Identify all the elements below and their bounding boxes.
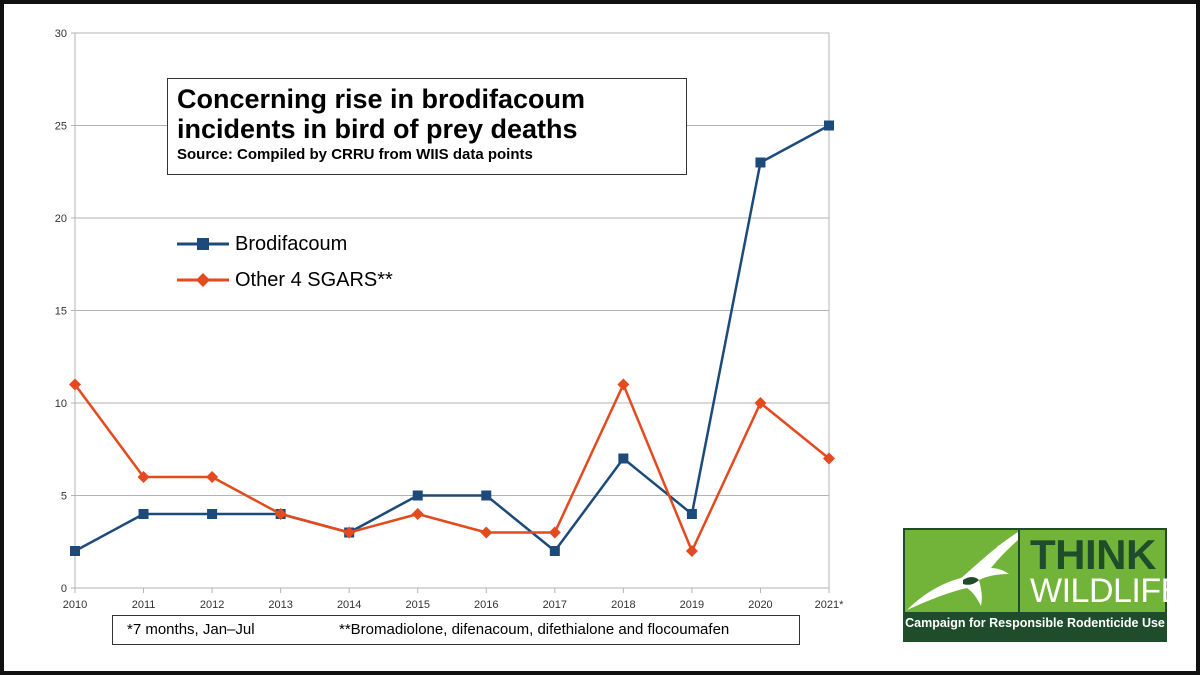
data-point-brodifacoum-11: [824, 120, 834, 131]
data-point-brodifacoum-5: [412, 490, 423, 501]
square-marker-icon: [177, 238, 229, 250]
data-point-other-sgars-6: [480, 526, 493, 539]
y-tick-label-30: 30: [55, 28, 67, 40]
x-tick-label-9: 2019: [680, 599, 704, 611]
data-point-other-sgars-2: [206, 471, 219, 483]
x-tick-label-8: 2018: [611, 599, 635, 611]
footnote-sgars-list: **Bromadiolone, difenacoum, difethialone…: [339, 621, 730, 638]
data-point-other-sgars-10: [754, 397, 767, 409]
data-point-other-sgars-1: [137, 471, 150, 483]
y-tick-label-15: 15: [55, 306, 67, 318]
x-tick-label-1: 2011: [132, 599, 156, 611]
axes: [71, 32, 830, 593]
x-tick-label-2: 2012: [200, 599, 224, 611]
data-point-brodifacoum-10: [755, 157, 766, 168]
footnote-box: *7 months, Jan–Jul **Bromadiolone, difen…: [112, 615, 800, 645]
series-line-other-sgars: [73, 383, 830, 553]
x-tick-label-5: 2015: [405, 599, 429, 611]
data-point-brodifacoum-6: [481, 490, 492, 501]
x-tick-label-11: 2021*: [815, 599, 844, 611]
chart-subtitle: Source: Compiled by CRRU from WIIS data …: [177, 146, 533, 163]
tick-labels: 0 5 10 15 20 25 30 2010 2011 2012 2013 2014 2015 2016…: [55, 28, 844, 611]
series-line-brodifacoum: [74, 124, 830, 553]
y-tick-label-20: 20: [55, 213, 67, 225]
diamond-marker-icon: [177, 273, 229, 287]
data-point-other-sgars-5: [411, 508, 424, 520]
chart-title-box: Concerning rise in brodifacoum incidents…: [167, 78, 687, 175]
x-tick-label-4: 2014: [337, 599, 361, 611]
chart-title-line-1: Concerning rise in brodifacoum: [177, 84, 586, 114]
series-lines: [69, 120, 835, 557]
legend-label-brodifacoum: Brodifacoum: [235, 233, 348, 255]
x-tick-label-6: 2016: [474, 599, 498, 611]
y-tick-label-5: 5: [61, 491, 67, 503]
data-point-other-sgars-11: [823, 452, 835, 465]
data-point-brodifacoum-0: [70, 546, 80, 556]
data-point-other-sgars-3: [274, 508, 287, 520]
data-point-other-sgars-7: [548, 526, 561, 539]
data-point-brodifacoum-1: [138, 509, 149, 519]
logo-text-panel: THINK WILDLIFE: [1020, 530, 1183, 612]
footnote-partial-year: *7 months, Jan–Jul: [127, 621, 255, 638]
think-wildlife-logo: THINK WILDLIFE Campaign for Responsible …: [903, 528, 1183, 642]
data-point-brodifacoum-9: [686, 509, 697, 519]
x-tick-label-0: 2010: [63, 599, 87, 611]
y-tick-label-10: 10: [55, 398, 67, 410]
x-tick-label-10: 2020: [748, 599, 772, 611]
y-tick-label-25: 25: [55, 121, 67, 133]
x-tick-label-3: 2013: [268, 599, 292, 611]
data-point-other-sgars-0: [69, 378, 81, 391]
data-point-brodifacoum-8: [618, 453, 629, 464]
bird-of-prey-icon: [907, 532, 1018, 610]
logo-caption: Campaign for Responsible Rodenticide Use: [905, 616, 1165, 630]
data-point-other-sgars-8: [617, 378, 630, 391]
data-point-other-sgars-9: [685, 545, 698, 557]
data-point-brodifacoum-7: [549, 546, 560, 556]
x-tick-label-7: 2017: [543, 599, 567, 611]
logo-think-text: THINK: [1030, 531, 1156, 578]
legend-label-other-sgars: Other 4 SGARS**: [235, 269, 393, 291]
logo-wildlife-text: WILDLIFE: [1030, 572, 1183, 610]
logo-bird-panel: [905, 530, 1018, 612]
y-tick-label-0: 0: [61, 583, 67, 595]
chart-title-line-2: incidents in bird of prey deaths: [177, 114, 578, 144]
data-point-brodifacoum-2: [207, 509, 218, 519]
data-point-other-sgars-4: [343, 526, 356, 539]
